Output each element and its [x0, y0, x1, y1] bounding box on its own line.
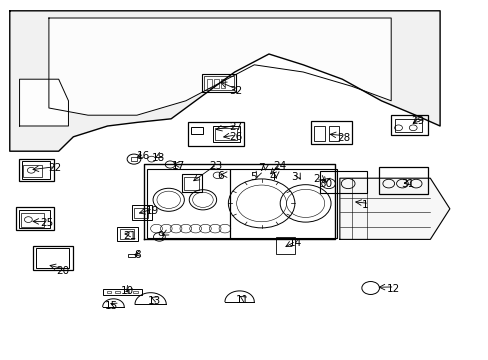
Text: 12: 12 — [386, 284, 400, 294]
Bar — [102, 289, 142, 295]
Bar — [131, 157, 137, 161]
Bar — [320, 171, 366, 193]
Text: 32: 32 — [228, 86, 242, 96]
Text: 23: 23 — [209, 161, 222, 171]
Text: 13: 13 — [147, 296, 161, 306]
Bar — [133, 291, 138, 293]
Bar — [202, 74, 236, 92]
Bar — [20, 213, 44, 227]
Text: 20: 20 — [57, 266, 70, 276]
Bar — [19, 210, 50, 228]
Text: 9: 9 — [157, 231, 164, 241]
Text: 18: 18 — [151, 153, 164, 163]
Bar — [134, 208, 148, 218]
Text: 8: 8 — [134, 250, 141, 260]
Bar — [310, 121, 351, 144]
Bar — [190, 127, 203, 134]
Bar — [21, 161, 50, 179]
Bar — [124, 291, 129, 293]
Bar — [184, 177, 199, 190]
Bar — [33, 246, 73, 270]
Text: 19: 19 — [145, 206, 159, 216]
Text: 1: 1 — [361, 200, 368, 210]
Bar — [106, 291, 111, 293]
Bar — [215, 128, 237, 140]
Bar — [23, 165, 42, 177]
Bar — [182, 174, 202, 192]
Text: 22: 22 — [48, 163, 61, 174]
Text: 30: 30 — [318, 179, 331, 189]
Bar — [394, 119, 421, 132]
Text: 10: 10 — [121, 285, 134, 296]
Bar — [276, 237, 294, 254]
Bar — [128, 254, 135, 257]
Text: 5: 5 — [250, 172, 257, 182]
Bar — [378, 167, 427, 194]
Text: 27: 27 — [228, 122, 242, 132]
Text: 26: 26 — [228, 132, 242, 142]
Bar — [36, 248, 69, 268]
Text: 15: 15 — [105, 301, 118, 311]
Polygon shape — [49, 18, 390, 115]
Bar — [212, 126, 239, 142]
Bar — [132, 205, 151, 220]
Bar — [206, 79, 211, 88]
Text: 11: 11 — [235, 295, 248, 305]
Bar — [220, 79, 225, 88]
Text: 21: 21 — [123, 231, 136, 241]
Text: 7: 7 — [258, 163, 264, 174]
Polygon shape — [10, 11, 439, 151]
Text: 4: 4 — [268, 172, 275, 182]
Bar — [313, 126, 324, 141]
Polygon shape — [20, 79, 68, 126]
Bar — [115, 291, 120, 293]
Bar — [390, 115, 427, 135]
Text: 6: 6 — [217, 171, 224, 181]
Text: 14: 14 — [288, 238, 301, 248]
Bar — [188, 122, 244, 146]
Text: 17: 17 — [172, 161, 185, 171]
Text: 31: 31 — [400, 179, 413, 189]
Bar — [19, 159, 54, 181]
Text: 28: 28 — [337, 132, 350, 143]
Text: 24: 24 — [272, 161, 285, 171]
Bar — [120, 229, 134, 239]
Bar — [204, 76, 233, 90]
Bar — [328, 126, 339, 141]
Text: 25: 25 — [40, 218, 53, 228]
Bar — [16, 207, 54, 230]
Text: 29: 29 — [410, 116, 423, 126]
Bar — [213, 79, 218, 88]
Text: 16: 16 — [137, 150, 150, 161]
Bar — [117, 227, 138, 241]
Polygon shape — [339, 178, 449, 239]
Text: 3: 3 — [290, 172, 297, 182]
Text: 2: 2 — [312, 174, 319, 184]
